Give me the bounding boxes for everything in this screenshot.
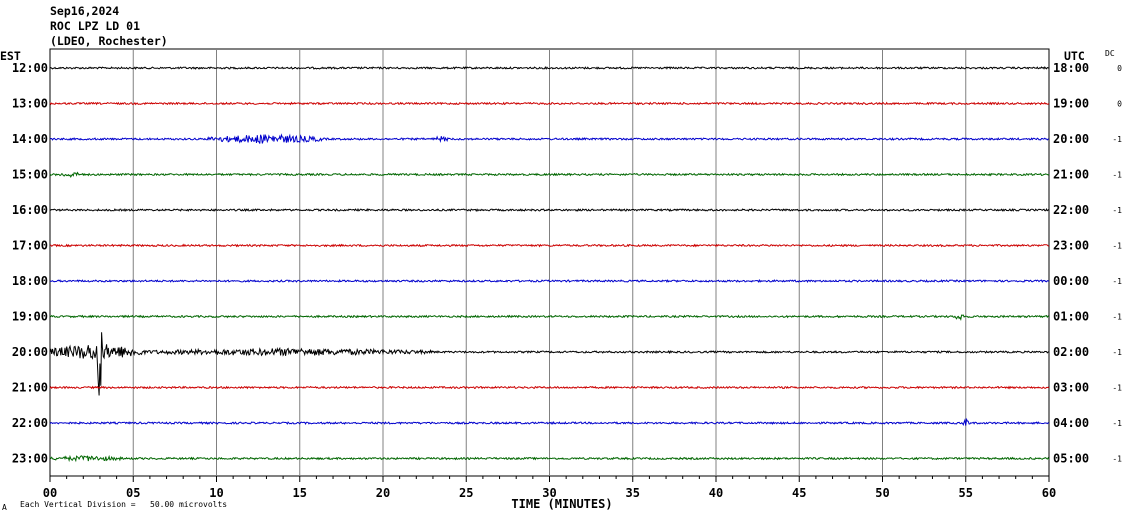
seismic-trace: [49, 278, 1050, 284]
footer-symbol: A: [2, 503, 7, 512]
x-tick-label-40: 40: [709, 486, 723, 500]
utc-hour-label: 04:00: [1053, 416, 1089, 430]
est-hour-label: 21:00: [12, 381, 48, 395]
utc-hour-label: 18:00: [1053, 61, 1089, 75]
dc-offset-value: -1: [1112, 384, 1122, 393]
utc-hour-label: 22:00: [1053, 203, 1089, 217]
x-tick-label-45: 45: [792, 486, 806, 500]
seismic-trace: [49, 314, 1050, 322]
dc-offset-value: 0: [1117, 100, 1122, 109]
x-tick-label-15: 15: [293, 486, 307, 500]
dc-offset-value: -1: [1112, 135, 1122, 144]
utc-hour-label: 01:00: [1053, 310, 1089, 324]
est-hour-label: 12:00: [12, 61, 48, 75]
dc-offset-value: -1: [1112, 206, 1122, 215]
plot-date: Sep16,2024: [50, 4, 120, 18]
seismic-trace: [49, 133, 1050, 144]
seismic-trace: [49, 417, 1050, 427]
seismic-trace: [49, 101, 1050, 106]
seismic-trace: [49, 243, 1050, 248]
x-tick-label-05: 05: [126, 486, 140, 500]
dc-offset-value: -1: [1112, 277, 1122, 286]
vertical-division-note: Each Vertical Division = 50.00 microvolt…: [20, 500, 228, 509]
est-hour-label: 18:00: [12, 274, 48, 288]
seismic-trace: [49, 385, 1050, 390]
utc-hour-label: 02:00: [1053, 345, 1089, 359]
est-hour-label: 17:00: [12, 239, 48, 253]
x-tick-label-25: 25: [459, 486, 473, 500]
utc-hour-label: 05:00: [1053, 452, 1089, 466]
est-hour-label: 19:00: [12, 310, 48, 324]
x-tick-label-00: 00: [43, 486, 57, 500]
utc-axis-label: UTC: [1064, 49, 1085, 63]
x-tick-label-55: 55: [959, 486, 973, 500]
network-label: (LDEO, Rochester): [50, 34, 168, 48]
utc-hour-label: 19:00: [1053, 97, 1089, 111]
seismic-trace: [49, 65, 1050, 70]
x-tick-label-10: 10: [209, 486, 223, 500]
est-hour-label: 22:00: [12, 416, 48, 430]
seismic-trace: [49, 454, 1050, 463]
dc-offset-value: 0: [1117, 64, 1122, 73]
utc-hour-label: 20:00: [1053, 132, 1089, 146]
station-id: ROC LPZ LD 01: [50, 19, 141, 33]
est-hour-label: 13:00: [12, 97, 48, 111]
dc-offset-value: -1: [1112, 419, 1122, 428]
seismic-trace: [49, 208, 1050, 213]
est-hour-label: 16:00: [12, 203, 48, 217]
x-tick-label-50: 50: [875, 486, 889, 500]
dc-column-label: DC: [1105, 49, 1115, 58]
seismic-trace: [49, 171, 1050, 179]
seismic-trace: [49, 332, 1050, 396]
x-tick-label-30: 30: [542, 486, 556, 500]
x-tick-label-60: 60: [1042, 486, 1056, 500]
utc-hour-label: 00:00: [1053, 274, 1089, 288]
x-tick-label-20: 20: [376, 486, 390, 500]
dc-offset-value: -1: [1112, 348, 1122, 357]
utc-hour-label: 21:00: [1053, 168, 1089, 182]
est-axis-label: EST: [0, 49, 21, 63]
est-hour-label: 23:00: [12, 452, 48, 466]
dc-offset-value: -1: [1112, 313, 1122, 322]
utc-hour-label: 23:00: [1053, 239, 1089, 253]
dc-offset-value: -1: [1112, 242, 1122, 251]
est-hour-label: 15:00: [12, 168, 48, 182]
utc-hour-label: 03:00: [1053, 381, 1089, 395]
x-axis-label: TIME (MINUTES): [511, 497, 612, 511]
est-hour-label: 14:00: [12, 132, 48, 146]
dc-offset-value: -1: [1112, 455, 1122, 464]
dc-offset-value: -1: [1112, 171, 1122, 180]
x-tick-label-35: 35: [626, 486, 640, 500]
est-hour-label: 20:00: [12, 345, 48, 359]
